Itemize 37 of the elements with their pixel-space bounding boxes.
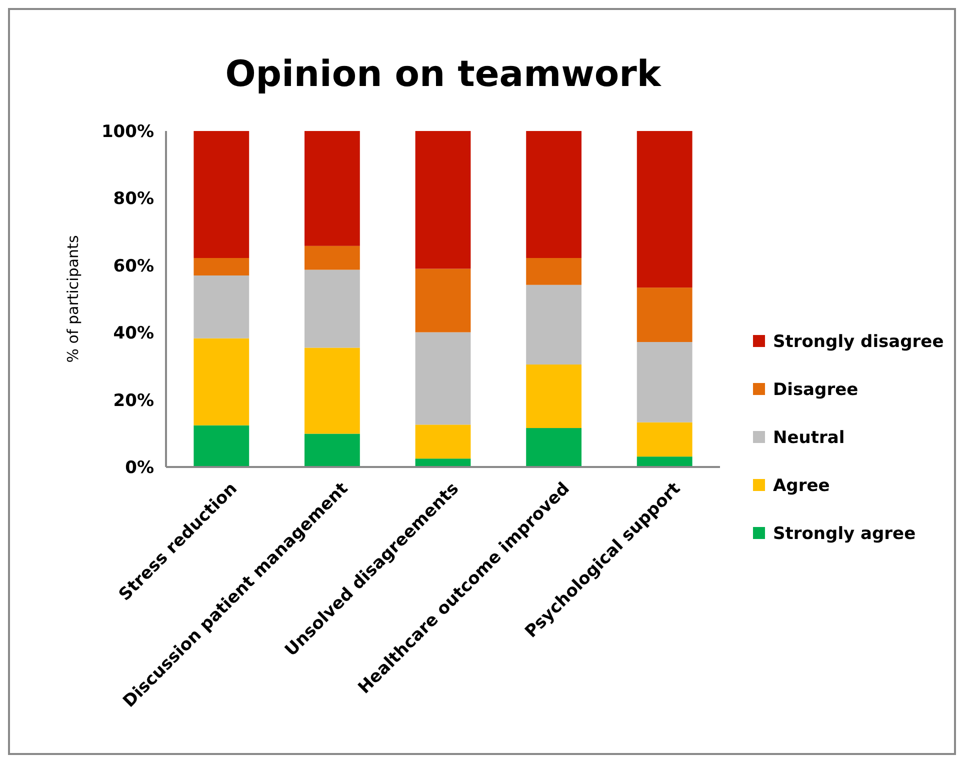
y-tick-label: 100%	[101, 122, 154, 142]
bar	[636, 131, 692, 288]
legend-label: Disagree	[773, 380, 858, 400]
bar	[526, 428, 582, 467]
legend-label: Strongly agree	[773, 524, 916, 544]
bar	[636, 288, 692, 342]
legend-label: Neutral	[773, 428, 845, 448]
bar	[304, 131, 360, 246]
bar	[415, 268, 471, 332]
bar	[526, 364, 582, 428]
bar	[415, 131, 471, 269]
y-tick-label: 0%	[125, 458, 154, 478]
bar	[304, 434, 360, 467]
y-tick-label: 80%	[113, 189, 154, 210]
bar	[526, 131, 582, 258]
y-tick-label: 40%	[113, 324, 154, 344]
chart-title: Opinion on teamwork	[225, 54, 662, 95]
bar	[526, 284, 582, 365]
bar	[415, 424, 471, 459]
bar	[636, 342, 692, 422]
bar	[194, 338, 250, 426]
bar	[194, 258, 250, 276]
bar	[415, 332, 471, 425]
bar	[636, 456, 692, 467]
bar	[304, 270, 360, 348]
bar	[194, 275, 250, 338]
bar	[304, 348, 360, 434]
legend-label: Agree	[773, 476, 830, 496]
bar	[304, 246, 360, 270]
bar	[526, 258, 582, 285]
y-axis-title: % of participants	[64, 235, 82, 363]
y-tick-label: 20%	[113, 390, 154, 411]
bar	[194, 425, 250, 467]
bar	[194, 131, 250, 258]
y-tick-label: 60%	[113, 256, 154, 276]
bar	[636, 422, 692, 457]
legend-label: Strongly disagree	[773, 332, 944, 352]
